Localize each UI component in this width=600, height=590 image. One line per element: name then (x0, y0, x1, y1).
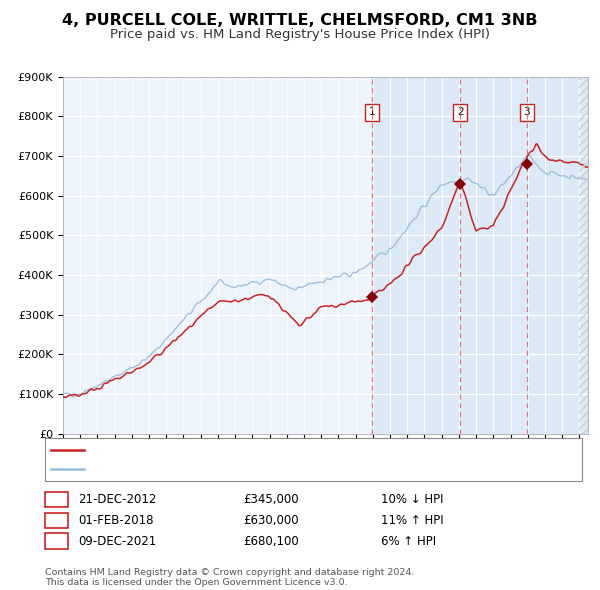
Text: 3: 3 (53, 535, 60, 548)
Text: £630,000: £630,000 (243, 514, 299, 527)
Text: 6% ↑ HPI: 6% ↑ HPI (381, 535, 436, 548)
Text: 2: 2 (53, 514, 60, 527)
Text: 21-DEC-2012: 21-DEC-2012 (78, 493, 157, 506)
Text: HPI: Average price, detached house, Chelmsford: HPI: Average price, detached house, Chel… (90, 464, 355, 474)
Text: 11% ↑ HPI: 11% ↑ HPI (381, 514, 443, 527)
Text: 1: 1 (53, 493, 60, 506)
Text: 3: 3 (523, 107, 530, 117)
Bar (580, 77, 588, 434)
Text: £680,100: £680,100 (243, 535, 299, 548)
Text: 01-FEB-2018: 01-FEB-2018 (78, 514, 154, 527)
Text: 10% ↓ HPI: 10% ↓ HPI (381, 493, 443, 506)
Text: Contains HM Land Registry data © Crown copyright and database right 2024.
This d: Contains HM Land Registry data © Crown c… (45, 568, 415, 587)
Text: Price paid vs. HM Land Registry's House Price Index (HPI): Price paid vs. HM Land Registry's House … (110, 28, 490, 41)
Text: 2: 2 (457, 107, 464, 117)
Text: 1: 1 (369, 107, 376, 117)
Text: 4, PURCELL COLE, WRITTLE, CHELMSFORD, CM1 3NB: 4, PURCELL COLE, WRITTLE, CHELMSFORD, CM… (62, 13, 538, 28)
Text: 4, PURCELL COLE, WRITTLE, CHELMSFORD, CM1 3NB (detached house): 4, PURCELL COLE, WRITTLE, CHELMSFORD, CM… (90, 445, 479, 455)
Text: 09-DEC-2021: 09-DEC-2021 (78, 535, 156, 548)
Text: £345,000: £345,000 (243, 493, 299, 506)
Bar (373, 77, 588, 434)
